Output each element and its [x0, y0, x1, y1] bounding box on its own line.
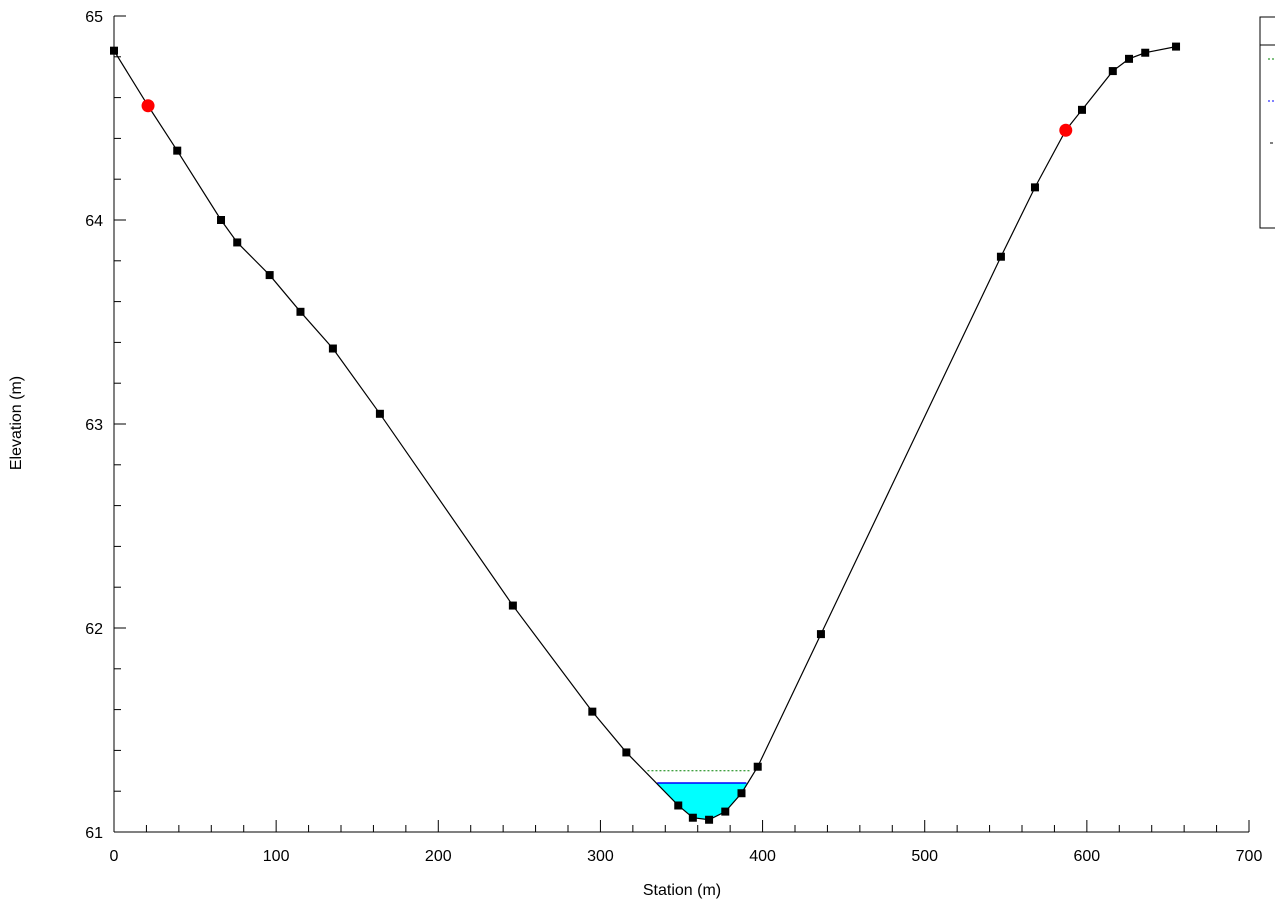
ground-point: [233, 238, 242, 247]
ground-point: [721, 807, 730, 816]
y-tick-label: 62: [85, 621, 103, 638]
ground-point: [328, 344, 337, 353]
x-tick-label: 400: [749, 848, 776, 865]
y-axis-title: Elevation (m): [8, 376, 25, 470]
x-tick-label: 200: [425, 848, 452, 865]
legend-box: [1259, 16, 1275, 229]
ground-point: [996, 252, 1005, 261]
bank-station-point: [141, 99, 155, 113]
ground-point: [1141, 48, 1150, 57]
x-axis-title: Station (m): [643, 882, 721, 899]
x-tick-label: 500: [911, 848, 938, 865]
ground-point: [753, 762, 762, 771]
x-tick-label: 300: [587, 848, 614, 865]
ground-point: [674, 801, 683, 810]
x-tick-label: 700: [1236, 848, 1263, 865]
ground-point: [737, 789, 746, 798]
y-tick-label: 65: [85, 9, 103, 26]
ground-point: [688, 813, 697, 822]
ground-point: [622, 748, 631, 757]
legend-frame: [1259, 16, 1275, 229]
y-tick-label: 61: [85, 825, 103, 842]
ground-point: [173, 146, 182, 155]
y-tick-label: 63: [85, 417, 103, 434]
ground-point: [508, 601, 517, 610]
y-tick-label: 64: [85, 213, 103, 230]
x-tick-label: 600: [1074, 848, 1101, 865]
ground-point: [265, 271, 274, 280]
ground-point: [1077, 105, 1086, 114]
x-tick-label: 100: [263, 848, 290, 865]
ground-point: [1108, 67, 1117, 76]
ground-point: [296, 307, 305, 316]
ground-point: [1030, 183, 1039, 192]
ground-point: [1172, 42, 1181, 51]
ground-point: [705, 815, 714, 824]
x-tick-label: 0: [110, 848, 119, 865]
ground-point: [217, 216, 226, 224]
ground-point: [375, 409, 384, 418]
ground-profile-line: [113, 46, 1177, 821]
ground-point: [588, 707, 597, 716]
bank-station-point: [1059, 123, 1073, 137]
ground-point: [816, 630, 825, 639]
ground-point: [1125, 54, 1134, 63]
